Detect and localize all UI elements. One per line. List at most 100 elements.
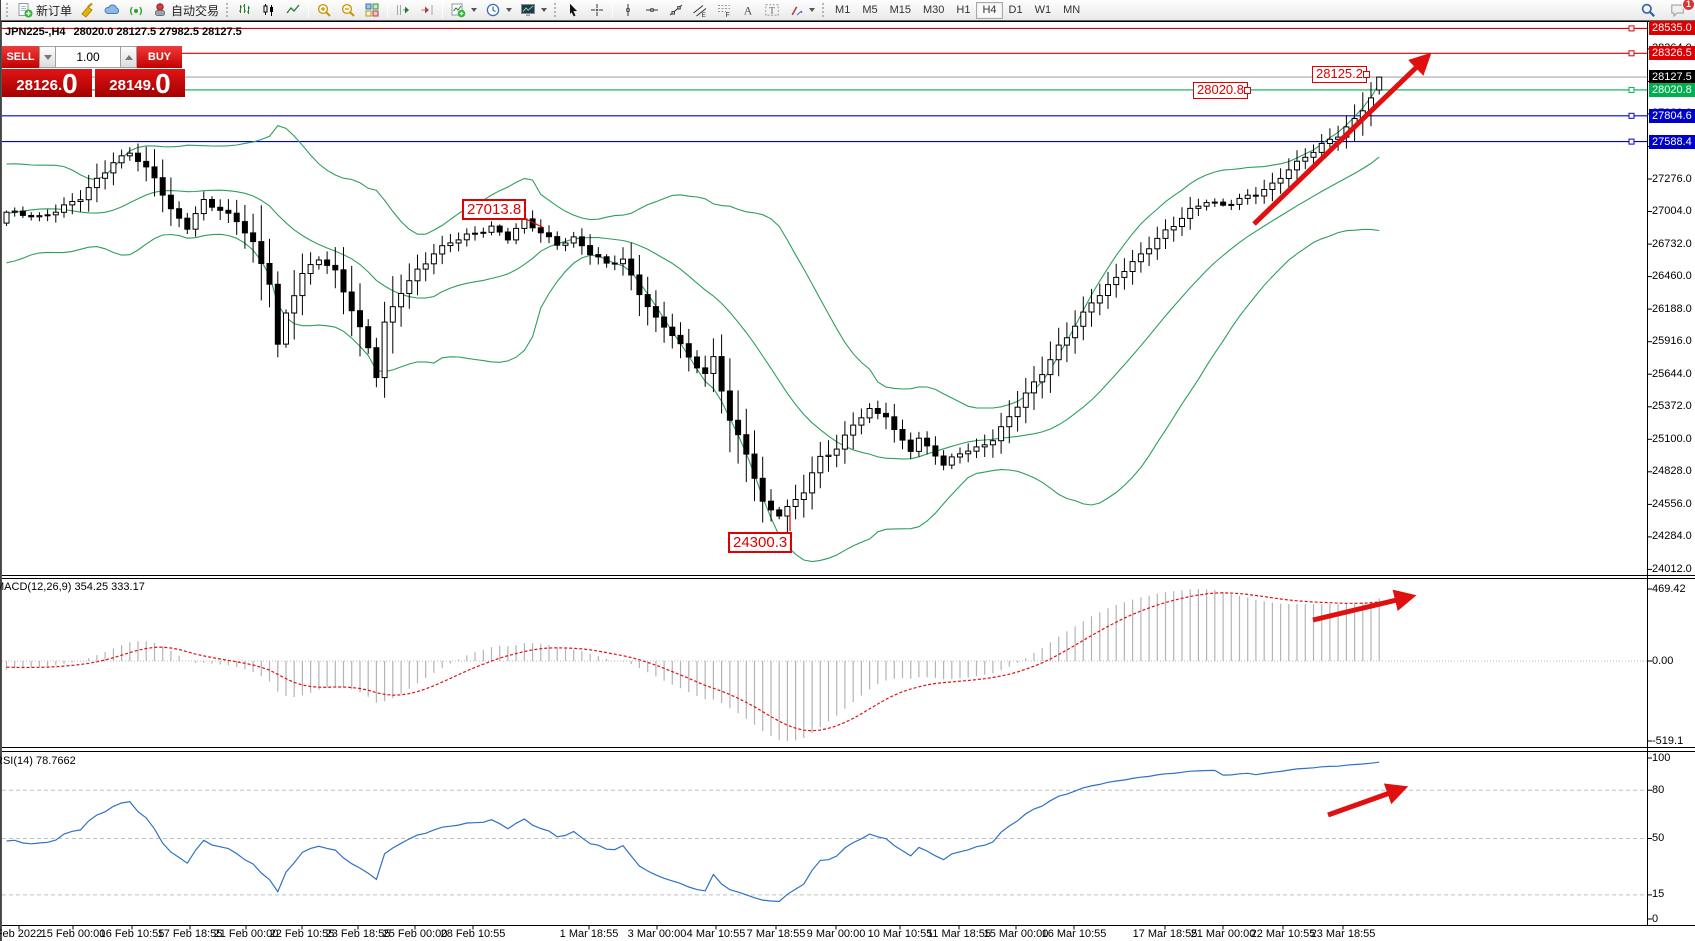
date-label: 21 Feb 00:00	[213, 928, 279, 940]
svg-text:E: E	[702, 12, 707, 18]
bar-chart-button[interactable]	[233, 1, 257, 20]
date-label: 15 Feb 00:00	[40, 928, 106, 940]
timeframe-h1[interactable]: H1	[950, 2, 976, 19]
date-label: 16 Feb 10:55	[99, 928, 165, 940]
zoom-out-icon	[340, 2, 356, 18]
price-line-label: 28020.8	[1649, 82, 1695, 97]
price-annotation[interactable]: 27013.8	[462, 199, 527, 221]
trendline-button[interactable]	[664, 1, 688, 20]
price-axis-tick: 24284.0	[1652, 530, 1692, 543]
price-annotation[interactable]: 24300.3	[728, 532, 793, 554]
clock-icon	[485, 2, 501, 18]
candle-chart-button[interactable]	[257, 1, 281, 20]
date-label: 1 Mar 18:55	[559, 928, 619, 940]
new-order-label: 新订单	[36, 3, 73, 18]
text-button[interactable]: A	[736, 1, 760, 20]
macd-axis-tick: 0.00	[1652, 654, 1674, 667]
news-button[interactable]	[124, 1, 148, 20]
notification-badge: 1	[1682, 0, 1695, 11]
line-chart-button[interactable]	[281, 1, 305, 20]
buy-price-int: 28149	[109, 77, 151, 94]
chart-shift-button[interactable]	[415, 1, 439, 20]
auto-trading-button[interactable]: 自动交易	[148, 1, 223, 20]
chart-template-icon	[520, 2, 536, 18]
volume-decrease-button[interactable]	[39, 46, 56, 68]
timeframe-group: M1 M5 M15 M30 H1 H4 D1 W1 MN	[829, 1, 1086, 19]
date-label: 9 Mar 00:00	[806, 928, 866, 940]
new-order-button[interactable]: 新订单	[13, 1, 76, 20]
volume-increase-button[interactable]	[120, 46, 137, 68]
auto-scroll-button[interactable]	[391, 1, 415, 20]
auto-trading-label: 自动交易	[171, 3, 220, 18]
trendline-icon	[668, 2, 684, 18]
community-button[interactable]	[100, 1, 124, 20]
one-click-trading-panel: SELL BUY 28126.0 28149.0	[2, 46, 185, 98]
price-annotation[interactable]: 28020.8	[1193, 82, 1251, 99]
text-label-button[interactable]: T	[760, 1, 784, 20]
date-label: 17 Mar 18:55	[1132, 928, 1198, 940]
search-button[interactable]	[1636, 1, 1660, 20]
timeframe-mn[interactable]: MN	[1057, 2, 1086, 19]
crosshair-button[interactable]	[585, 1, 609, 20]
chat-button[interactable]: 1	[1666, 0, 1695, 20]
horizontal-line-button[interactable]	[640, 1, 664, 20]
tile-windows-button[interactable]	[360, 1, 384, 20]
indicators-button[interactable]	[446, 1, 481, 20]
triangle-up-icon	[124, 54, 133, 60]
cursor-button[interactable]	[561, 1, 585, 20]
price-axis-tick: 25100.0	[1652, 432, 1692, 445]
fibonacci-button[interactable]: F	[712, 1, 736, 20]
new-order-icon	[17, 2, 33, 18]
toolbar-grip[interactable]	[822, 3, 826, 17]
brush-button[interactable]	[76, 1, 100, 20]
zoom-out-button[interactable]	[336, 1, 360, 20]
timeframe-m15[interactable]: M15	[884, 2, 917, 19]
toolbar-grip[interactable]	[554, 3, 558, 17]
svg-text:T: T	[769, 6, 775, 16]
toolbar-grip[interactable]	[226, 3, 230, 17]
price-axis-tick: 25916.0	[1652, 335, 1692, 348]
bar-chart-icon	[237, 2, 253, 18]
price-line-label: 28535.0	[1649, 21, 1695, 36]
timeframe-h4[interactable]: H4	[976, 1, 1003, 19]
date-label: 11 Mar 18:55	[926, 928, 991, 940]
signal-icon	[128, 2, 144, 18]
price-line-label: 27804.6	[1649, 108, 1695, 123]
line-chart-icon	[285, 2, 301, 18]
buy-button[interactable]: BUY	[137, 46, 182, 68]
date-label: 23 Feb 18:55	[325, 928, 391, 940]
price-line-label: 27588.4	[1649, 134, 1695, 149]
buy-price-button[interactable]: 28149. 0	[95, 69, 185, 98]
timeframe-m1[interactable]: M1	[829, 2, 856, 19]
toolbar-grip[interactable]	[6, 3, 10, 17]
date-label: Feb 2022	[0, 928, 43, 940]
sell-price-button[interactable]: 28126. 0	[2, 69, 92, 98]
price-annotation[interactable]: 28125.2	[1312, 66, 1370, 83]
price-axis-tick: 27004.0	[1652, 205, 1692, 218]
symbol-period-label: JPN225-,H4	[5, 26, 66, 38]
macd-axis-tick: -519.1	[1652, 734, 1684, 747]
channel-button[interactable]: E	[688, 1, 712, 20]
arrows-button[interactable]	[784, 1, 819, 20]
templates-button[interactable]	[516, 1, 551, 20]
text-icon: A	[740, 2, 756, 18]
periods-button[interactable]	[481, 1, 516, 20]
timeframe-d1[interactable]: D1	[1003, 2, 1029, 19]
vertical-line-button[interactable]	[616, 1, 640, 20]
price-axis-tick: 24828.0	[1652, 465, 1692, 478]
price-axis-tick: 26732.0	[1652, 237, 1692, 250]
sell-button[interactable]: SELL	[2, 46, 39, 68]
chart-shift-icon	[419, 2, 435, 18]
rsi-axis-tick: 80	[1652, 783, 1665, 796]
timeframe-m30[interactable]: M30	[917, 2, 950, 19]
volume-input[interactable]	[56, 46, 120, 68]
date-label: 16 Mar 10:55	[1041, 928, 1107, 940]
timeframe-m5[interactable]: M5	[856, 2, 883, 19]
price-axis-tick: 25372.0	[1652, 400, 1692, 413]
date-label: 17 Feb 18:55	[157, 928, 223, 940]
timeframe-w1[interactable]: W1	[1029, 2, 1058, 19]
chevron-down-icon	[506, 8, 513, 12]
zoom-in-button[interactable]	[312, 1, 336, 20]
